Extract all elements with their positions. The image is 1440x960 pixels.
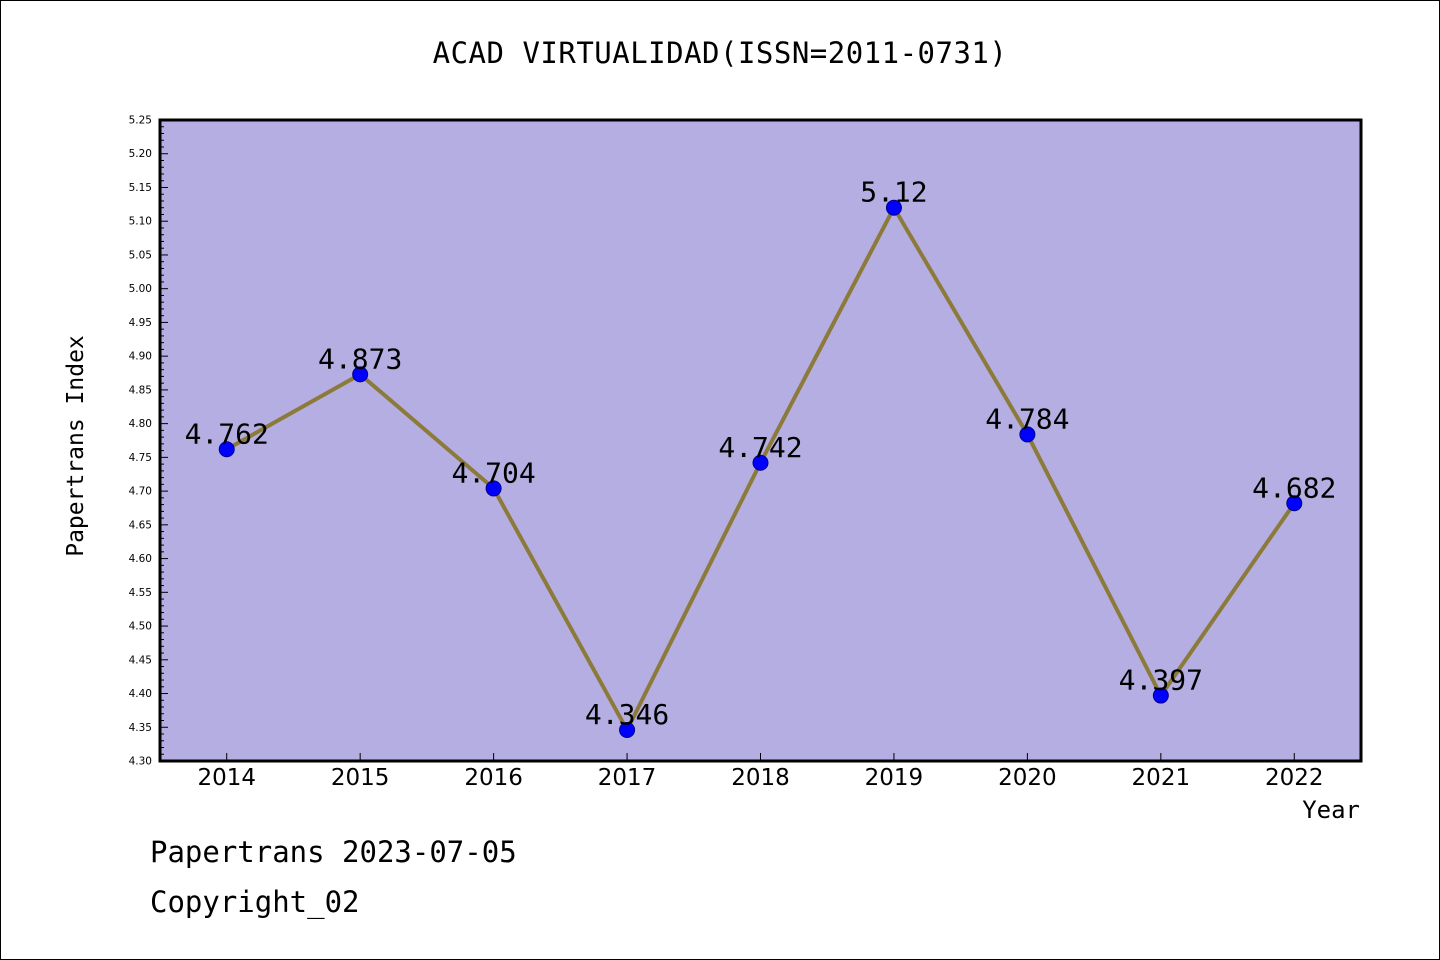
data-point-marker <box>1286 495 1303 512</box>
footer-copyright-text: Copyright_02 <box>150 885 360 919</box>
x-tick-label: 2022 <box>1265 765 1324 791</box>
y-tick-label: 5.10 <box>129 216 152 228</box>
data-point-marker <box>619 721 636 738</box>
data-point-marker <box>1152 687 1169 704</box>
y-tick-label: 4.30 <box>129 756 152 768</box>
data-label: 4.704 <box>451 456 535 489</box>
data-label: 4.784 <box>985 402 1069 435</box>
y-tick-label: 4.90 <box>129 351 152 363</box>
x-tick-label: 2016 <box>464 765 523 791</box>
y-tick-label: 5.25 <box>129 115 152 127</box>
data-point-marker <box>752 454 769 471</box>
data-label-group: 4.762 4.873 4.704 4.346 4.742 5.12 4.784 4.397 4… <box>185 176 1337 731</box>
x-tick-label: 2014 <box>197 765 256 791</box>
footer-date-text: Papertrans 2023-07-05 <box>150 835 517 869</box>
x-tick-label: 2019 <box>865 765 924 791</box>
y-tick-label: 5.15 <box>129 182 152 194</box>
y-tick-label: 4.50 <box>129 621 152 633</box>
marker-group <box>218 199 1303 738</box>
data-point-marker <box>352 366 369 383</box>
y-tick-label: 4.65 <box>129 519 152 531</box>
x-tick-label: 2021 <box>1132 765 1191 791</box>
data-label: 4.397 <box>1119 664 1203 697</box>
data-label: 4.346 <box>585 698 669 731</box>
y-tick-label: 4.35 <box>129 722 152 734</box>
x-tick-label: 2018 <box>731 765 790 791</box>
data-label: 5.12 <box>860 176 927 209</box>
y-tick-label: 4.70 <box>129 486 152 498</box>
y-tick-label: 4.85 <box>129 384 152 396</box>
plot-border <box>158 118 1363 763</box>
y-tick-label: 4.60 <box>129 553 152 565</box>
x-tick-label: 2017 <box>598 765 657 791</box>
y-tick-label: 4.95 <box>129 317 152 329</box>
x-axis-label: Year <box>1302 796 1360 824</box>
data-point-marker <box>885 199 902 216</box>
x-tick-label: 2015 <box>331 765 390 791</box>
y-tick-label: 4.55 <box>129 587 152 599</box>
y-tick-label: 4.40 <box>129 688 152 700</box>
data-label: 4.682 <box>1252 471 1336 504</box>
x-tick-label: 2020 <box>998 765 1057 791</box>
plot-area <box>160 120 1361 761</box>
y-tick-label: 4.75 <box>129 452 152 464</box>
x-axis: 2014 2015 2016 2017 2018 2019 2020 2021 2022 <box>197 753 1324 791</box>
data-label: 4.873 <box>318 342 402 375</box>
chart-title: ACAD VIRTUALIDAD(ISSN=2011-0731) <box>432 36 1008 70</box>
y-tick-label: 5.00 <box>129 283 152 295</box>
y-tick-label: 4.80 <box>129 418 152 430</box>
data-point-marker <box>1019 426 1036 443</box>
data-point-marker <box>218 441 235 458</box>
y-tick-label: 5.20 <box>129 148 152 160</box>
data-point-marker <box>485 480 502 497</box>
y-tick-label: 4.45 <box>129 654 152 666</box>
y-tick-label: 5.05 <box>129 249 152 261</box>
data-label: 4.762 <box>185 417 269 450</box>
data-label: 4.742 <box>718 431 802 464</box>
